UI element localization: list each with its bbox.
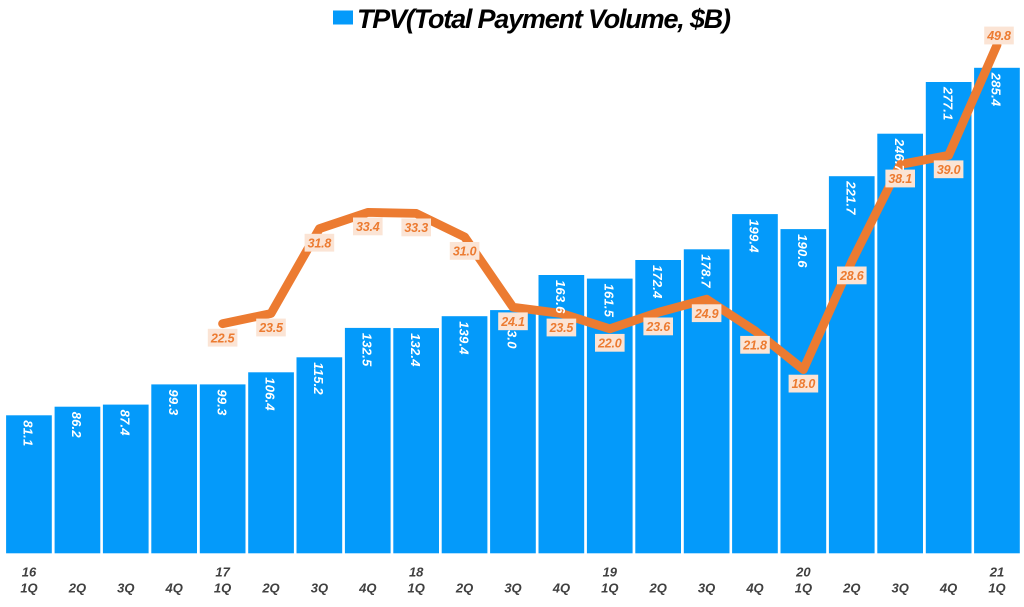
- svg-text:22.5: 22.5: [210, 331, 236, 345]
- svg-text:23.5: 23.5: [258, 321, 284, 335]
- svg-text:163.6: 163.6: [553, 280, 568, 314]
- svg-text:24.1: 24.1: [500, 315, 525, 329]
- svg-text:17: 17: [215, 564, 230, 579]
- svg-text:18: 18: [409, 564, 424, 579]
- svg-text:190.6: 190.6: [795, 234, 810, 268]
- svg-text:3Q: 3Q: [892, 581, 909, 596]
- svg-text:285.4: 285.4: [989, 72, 1004, 107]
- svg-text:99.3: 99.3: [214, 389, 229, 416]
- svg-text:172.4: 172.4: [650, 265, 665, 299]
- svg-text:132.4: 132.4: [408, 333, 423, 367]
- svg-text:132.5: 132.5: [360, 333, 375, 367]
- svg-text:20: 20: [795, 564, 811, 579]
- svg-text:49.8: 49.8: [986, 29, 1011, 43]
- svg-text:1Q: 1Q: [214, 581, 231, 596]
- svg-text:2Q: 2Q: [649, 581, 667, 596]
- svg-text:38.1: 38.1: [888, 172, 912, 186]
- svg-text:23.5: 23.5: [549, 321, 575, 335]
- svg-text:2Q: 2Q: [842, 581, 860, 596]
- svg-text:28.6: 28.6: [839, 269, 865, 283]
- svg-text:99.3: 99.3: [166, 389, 181, 416]
- svg-text:TPV(Total Payment Volume, $B): TPV(Total Payment Volume, $B): [357, 4, 731, 34]
- svg-text:1Q: 1Q: [20, 581, 37, 596]
- svg-text:4Q: 4Q: [165, 581, 183, 596]
- svg-text:2Q: 2Q: [261, 581, 279, 596]
- svg-text:39.0: 39.0: [937, 163, 961, 177]
- svg-text:3Q: 3Q: [311, 581, 328, 596]
- svg-text:1Q: 1Q: [601, 581, 618, 596]
- svg-text:199.4: 199.4: [747, 219, 762, 253]
- svg-text:221.7: 221.7: [844, 180, 859, 215]
- svg-text:4Q: 4Q: [939, 581, 957, 596]
- svg-text:106.4: 106.4: [263, 377, 278, 411]
- svg-text:4Q: 4Q: [358, 581, 376, 596]
- svg-text:2Q: 2Q: [455, 581, 473, 596]
- svg-text:1Q: 1Q: [408, 581, 425, 596]
- svg-text:3Q: 3Q: [504, 581, 521, 596]
- svg-text:115.2: 115.2: [311, 362, 326, 395]
- svg-text:1Q: 1Q: [988, 581, 1005, 596]
- svg-text:161.5: 161.5: [602, 284, 617, 318]
- svg-text:1Q: 1Q: [795, 581, 812, 596]
- svg-text:31.0: 31.0: [453, 245, 477, 259]
- svg-text:4Q: 4Q: [552, 581, 570, 596]
- svg-text:81.1: 81.1: [21, 420, 36, 446]
- svg-text:3Q: 3Q: [117, 581, 134, 596]
- svg-text:86.2: 86.2: [69, 412, 84, 439]
- svg-text:19: 19: [603, 564, 618, 579]
- svg-text:21.8: 21.8: [742, 338, 767, 352]
- svg-text:24.9: 24.9: [694, 307, 719, 321]
- svg-text:22.0: 22.0: [597, 336, 622, 350]
- svg-text:87.4: 87.4: [118, 410, 133, 437]
- svg-text:16: 16: [22, 564, 37, 579]
- svg-text:2Q: 2Q: [68, 581, 86, 596]
- svg-text:31.8: 31.8: [308, 236, 332, 250]
- svg-text:33.4: 33.4: [356, 220, 380, 234]
- svg-text:139.4: 139.4: [456, 321, 471, 355]
- svg-text:18.0: 18.0: [792, 377, 816, 391]
- svg-text:277.1: 277.1: [940, 86, 955, 121]
- svg-text:3Q: 3Q: [698, 581, 715, 596]
- svg-text:23.6: 23.6: [645, 320, 671, 334]
- svg-text:178.7: 178.7: [698, 254, 713, 288]
- svg-text:21: 21: [989, 564, 1004, 579]
- svg-text:246.7: 246.7: [892, 138, 907, 173]
- svg-text:33.3: 33.3: [404, 221, 428, 235]
- svg-text:4Q: 4Q: [745, 581, 763, 596]
